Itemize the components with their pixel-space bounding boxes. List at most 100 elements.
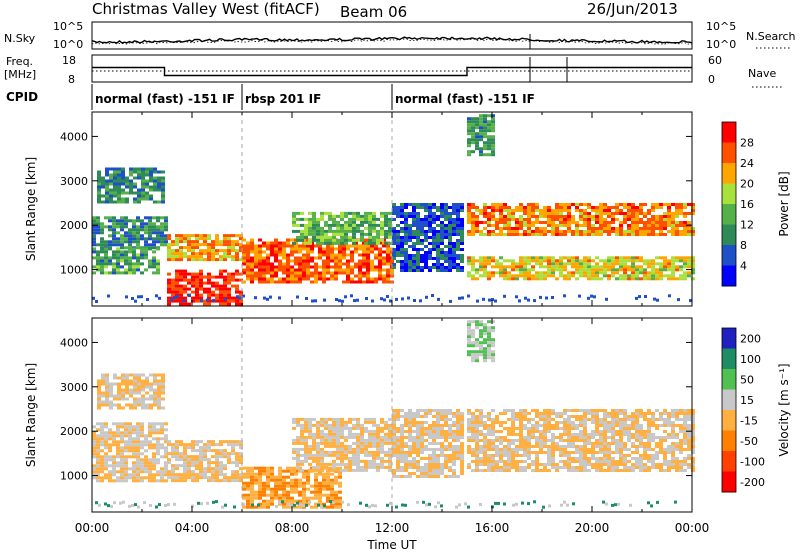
heatmap-cell <box>400 451 404 454</box>
heatmap-cell <box>479 126 483 130</box>
heatmap-cell <box>400 230 404 233</box>
heatmap-cell <box>471 469 475 472</box>
heatmap-cell <box>136 243 140 247</box>
heatmap-cell <box>239 234 243 238</box>
heatmap-cell <box>140 431 144 435</box>
heatmap-cell <box>320 214 324 218</box>
heatmap-cell <box>278 466 282 470</box>
heatmap-cell <box>491 433 495 436</box>
heatmap-cell <box>137 403 141 407</box>
heatmap-cell <box>559 256 563 260</box>
noise-sky-line <box>91 36 693 44</box>
heatmap-cell <box>219 284 223 288</box>
heatmap-cell <box>388 438 392 442</box>
heatmap-cell <box>104 455 108 459</box>
heatmap-cell <box>583 221 587 224</box>
heatmap-cell <box>167 234 171 238</box>
heatmap-cell <box>191 440 195 444</box>
heatmap-cell <box>124 216 128 220</box>
heatmap-cell <box>380 223 384 227</box>
heatmap-cell <box>408 430 412 433</box>
heatmap-cell <box>175 443 179 447</box>
heatmap-cell <box>495 448 499 451</box>
heatmap-cell <box>511 259 515 263</box>
heatmap-cell <box>412 254 416 257</box>
heatmap-cell <box>362 250 366 254</box>
heatmap-cell <box>440 472 444 475</box>
heatmap-cell <box>495 430 499 433</box>
heatmap-cell <box>444 424 448 427</box>
heatmap-cell <box>599 451 603 454</box>
heatmap-cell <box>667 221 671 224</box>
heatmap-cell <box>543 271 547 275</box>
heatmap-cell <box>332 417 336 421</box>
heatmap-cell <box>336 450 340 454</box>
heatmap-cell <box>495 451 499 454</box>
heatmap-cell <box>380 238 384 242</box>
heatmap-cell <box>479 212 483 215</box>
heatmap-cell <box>384 211 388 215</box>
heatmap-cell <box>358 244 362 248</box>
heatmap-cell <box>424 251 428 254</box>
heatmap-cell <box>404 266 408 269</box>
heatmap-cell <box>368 214 372 218</box>
heatmap-cell <box>408 436 412 439</box>
heatmap-cell <box>631 274 635 278</box>
heatmap-cell <box>156 440 160 444</box>
heatmap-cell <box>611 265 615 269</box>
heatmap-cell <box>326 265 330 269</box>
heatmap-cell <box>456 203 460 206</box>
heatmap-cell <box>400 433 404 436</box>
heatmap-cell <box>231 258 235 262</box>
heatmap-cell <box>515 227 519 230</box>
heatmap-cell <box>370 259 374 263</box>
heatmap-cell <box>587 439 591 442</box>
heatmap-cell <box>116 461 120 465</box>
heatmap-cell <box>523 206 527 209</box>
heatmap-cell <box>392 242 396 245</box>
heatmap-cell <box>314 256 318 260</box>
heatmap-cell <box>124 440 128 444</box>
heatmap-cell <box>491 271 495 275</box>
heatmap-cell <box>179 272 183 276</box>
heatmap-cell <box>547 274 551 278</box>
heatmap-cell <box>432 427 436 430</box>
heatmap-cell <box>262 499 266 503</box>
heatmap-cell <box>404 206 408 209</box>
heatmap-cell <box>140 470 144 474</box>
heatmap-cell <box>432 233 436 236</box>
heatmap-cell <box>467 271 471 275</box>
colorbar-segment <box>722 224 736 246</box>
heatmap-cell <box>328 438 332 442</box>
heatmap-cell <box>420 227 424 230</box>
heatmap-cell <box>132 443 136 447</box>
heatmap-cell <box>105 394 109 398</box>
heatmap-cell <box>523 442 527 445</box>
heatmap-cell <box>396 418 400 421</box>
heatmap-cell <box>567 409 571 412</box>
heatmap-cell <box>404 251 408 254</box>
heatmap-cell <box>161 373 165 377</box>
heatmap-cell <box>440 254 444 257</box>
heatmap-cell <box>519 412 523 415</box>
heatmap-cell <box>575 466 579 469</box>
heatmap-cell <box>239 302 243 306</box>
heatmap-cell <box>400 448 404 451</box>
heatmap-cell <box>623 265 627 269</box>
heatmap-cell <box>523 424 527 427</box>
heatmap-cell <box>467 144 471 148</box>
heatmap-cell <box>136 479 140 483</box>
heatmap-cell <box>404 215 408 218</box>
heatmap-cell <box>306 487 310 491</box>
heatmap-cell <box>314 478 318 482</box>
heatmap-cell <box>203 275 207 279</box>
heatmap-cell <box>100 443 104 447</box>
heatmap-cell <box>141 185 145 189</box>
heatmap-cell <box>460 415 464 418</box>
heatmap-cell <box>231 246 235 250</box>
heatmap-cell <box>296 235 300 239</box>
heatmap-cell <box>156 473 160 477</box>
heatmap-cell <box>144 240 148 244</box>
heatmap-cell <box>175 275 179 279</box>
heatmap-cell <box>302 493 306 497</box>
